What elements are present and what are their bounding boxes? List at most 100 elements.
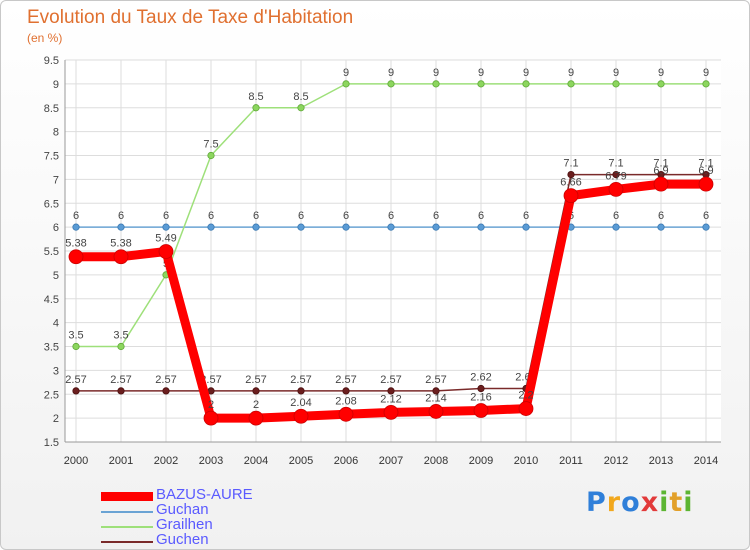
data-point-grailhen [342,80,350,88]
data-point-guchan [702,223,710,231]
data-point-guchan [207,223,215,231]
data-point-bazus-aure [473,403,489,418]
y-tick-label: 8.5 [44,103,59,115]
data-label-guchen: 7.1 [608,158,623,170]
data-label-grailhen: 9 [523,67,529,79]
logo-letter: i [659,487,670,518]
legend-label-bazus-aure: BAZUS-AURE [156,486,253,503]
data-point-bazus-aure [158,244,174,259]
x-tick-label: 2007 [379,455,403,467]
x-tick-label: 2014 [694,455,718,467]
data-point-grailhen [522,80,530,88]
data-point-guchen [297,387,305,395]
data-point-bazus-aure [428,404,444,419]
data-point-bazus-aure [203,410,219,426]
data-label-bazus-aure: 2.08 [335,395,356,407]
data-label-guchen: 2.57 [155,374,176,386]
x-tick-label: 2009 [469,455,493,467]
logo-letter: t [669,487,684,518]
chart-subtitle: (en %) [27,31,63,45]
y-tick-label: 7.5 [44,151,59,163]
y-tick-label: 8 [53,127,59,139]
logo-letter: i [683,487,694,518]
x-tick-label: 2010 [514,455,538,467]
legend-swatch-grailhen [101,526,153,528]
data-label-grailhen: 8.5 [248,91,263,103]
data-label-bazus-aure: 2.12 [380,393,401,405]
y-tick-label: 9.5 [44,55,59,67]
x-tick-label: 2006 [334,455,358,467]
data-label-bazus-aure: 2.04 [290,397,311,409]
data-label-bazus-aure: 2.14 [425,392,446,404]
data-label-grailhen: 7.5 [203,139,218,151]
data-label-bazus-aure: 2 [253,399,259,411]
data-point-bazus-aure [608,182,624,197]
data-label-grailhen: 3.5 [113,330,128,342]
data-point-guchan [612,223,620,231]
data-point-grailhen [252,104,260,112]
y-tick-label: 6 [53,222,59,234]
y-tick-label: 5 [53,270,59,282]
data-label-grailhen: 9 [658,67,664,79]
legend-swatch-guchan [101,511,153,513]
data-point-guchen [567,171,575,179]
data-label-grailhen: 9 [343,67,349,79]
data-label-guchan: 6 [478,210,484,222]
data-label-guchen: 2.57 [110,374,131,386]
data-point-grailhen [477,80,485,88]
data-label-guchan: 6 [658,210,664,222]
x-tick-label: 2001 [109,455,133,467]
x-tick-label: 2011 [559,455,583,467]
data-label-guchan: 6 [118,210,124,222]
data-label-bazus-aure: 2 [208,399,214,411]
data-point-guchan [522,223,530,231]
data-label-bazus-aure: 6.79 [605,170,626,182]
data-label-guchen: 2.57 [380,374,401,386]
data-label-guchan: 6 [163,210,169,222]
data-label-guchen: 7.1 [563,158,578,170]
data-label-grailhen: 8.5 [293,91,308,103]
data-point-guchen [612,171,620,179]
data-point-guchen [117,387,125,395]
data-label-grailhen: 9 [388,67,394,79]
data-label-guchan: 6 [433,210,439,222]
y-tick-label: 4 [53,318,59,330]
data-label-guchan: 6 [208,210,214,222]
data-label-bazus-aure: 6.9 [698,165,713,177]
data-label-grailhen: 9 [613,67,619,79]
data-point-grailhen [387,80,395,88]
data-label-grailhen: 3.5 [68,330,83,342]
data-label-guchen: 2.57 [245,374,266,386]
data-label-grailhen: 9 [478,67,484,79]
data-point-grailhen [432,80,440,88]
logo-letter: P [586,487,607,518]
data-point-grailhen [72,342,80,351]
data-label-bazus-aure: 2.2 [518,390,533,402]
data-point-grailhen [117,342,125,351]
data-point-guchen [432,387,440,395]
data-label-guchan: 6 [253,210,259,222]
y-tick-label: 4.5 [44,294,59,306]
data-point-guchan [387,223,395,231]
logo-letter: o [621,487,641,518]
x-tick-label: 2003 [199,455,223,467]
data-point-bazus-aure [293,408,309,424]
data-label-guchan: 6 [388,210,394,222]
data-label-guchan: 6 [523,210,529,222]
data-point-guchan [297,223,305,231]
y-tick-label: 5.5 [44,246,59,258]
data-label-grailhen: 9 [703,67,709,79]
data-label-guchen: 7.1 [653,158,668,170]
data-point-guchan [162,223,170,231]
x-tick-label: 2008 [424,455,448,467]
data-label-guchen: 2.57 [290,374,311,386]
data-point-guchen [387,387,395,395]
data-label-guchen: 2.57 [335,374,356,386]
data-point-grailhen [297,104,305,112]
data-label-guchan: 6 [703,210,709,222]
data-label-bazus-aure: 5.38 [65,238,86,250]
data-label-bazus-aure: 2.16 [470,391,491,403]
y-tick-label: 3 [53,365,59,377]
y-tick-label: 1.5 [44,437,59,449]
